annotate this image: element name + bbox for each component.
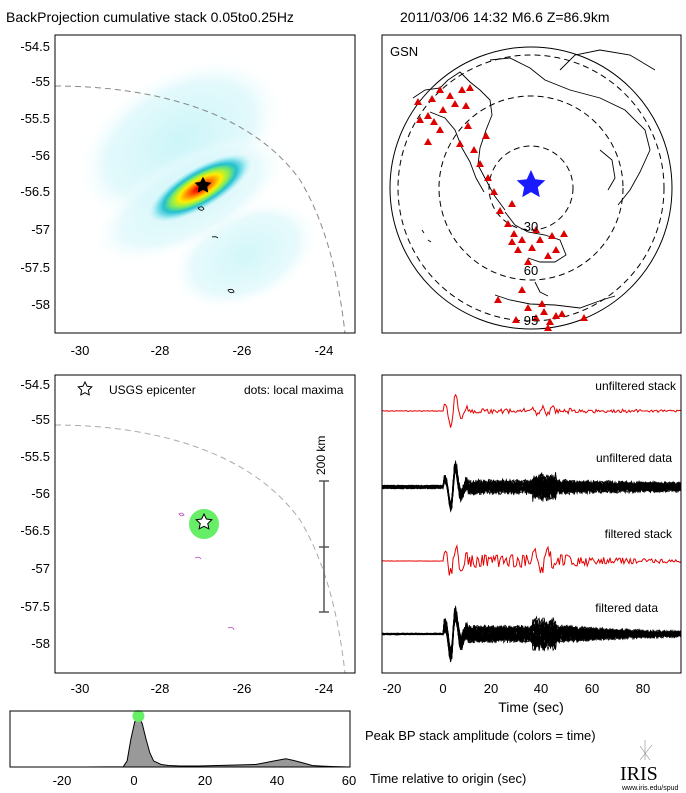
globe-outline — [389, 46, 673, 330]
trace-x-ticks: -20 0 20 40 60 80 — [383, 681, 651, 696]
x-tick: 20 — [484, 681, 498, 696]
contour-small-2 — [178, 512, 235, 631]
y-tick: -56 — [31, 148, 50, 163]
x-tick: 80 — [636, 681, 650, 696]
filtered-stack-trace — [382, 543, 681, 576]
maxima-map-frame — [54, 374, 356, 674]
event-info: 2011/03/06 14:32 M6.6 Z=86.9km — [400, 9, 610, 25]
scale-bar — [319, 480, 329, 613]
y-tick: -56.5 — [20, 523, 50, 538]
trace-label-unfiltered-data: unfiltered data — [596, 451, 672, 465]
trace-label-filtered-stack: filtered stack — [605, 527, 673, 541]
legend-epicenter: USGS epicenter — [109, 383, 196, 397]
x-tick: -20 — [53, 773, 72, 788]
trace-xlabel: Time (sec) — [498, 699, 564, 715]
legend-star-icon — [77, 380, 93, 396]
x-tick-labels: -30 -28 -26 -24 — [71, 343, 334, 358]
contour-small — [197, 206, 235, 294]
station-map: 30 60 95 GSN — [381, 34, 682, 334]
amplitude-xlabel: Time relative to origin (sec) — [370, 771, 526, 786]
network-label: GSN — [390, 44, 418, 59]
y-tick: -54.5 — [20, 39, 50, 54]
trace-label-unfiltered-stack: unfiltered stack — [595, 379, 677, 393]
y-tick: -55.5 — [20, 111, 50, 126]
amplitude-peak-dot — [132, 710, 145, 722]
legend-dots: dots: local maxima — [244, 383, 344, 397]
coastlines — [412, 49, 656, 309]
station-triangles — [414, 84, 588, 331]
y-tick-labels: -54.5 -55 -55.5 -56 -56.5 -57 -57.5 -58 — [20, 39, 50, 312]
iris-url: www.iris.edu/spud — [621, 785, 679, 792]
x-tick: -26 — [233, 681, 252, 696]
x-tick: -30 — [71, 343, 90, 358]
y-tick: -57 — [31, 561, 50, 576]
x-tick: -28 — [151, 681, 170, 696]
y-tick-labels-2: -54.5 -55 -55.5 -56 -56.5 -57 -57.5 -58 — [20, 377, 50, 651]
x-tick: 40 — [534, 681, 548, 696]
y-tick: -56.5 — [20, 184, 50, 199]
x-tick: 60 — [585, 681, 599, 696]
unfiltered-stack-trace — [382, 393, 681, 428]
y-tick: -55 — [31, 74, 50, 89]
usgs-epicenter-star — [195, 512, 213, 530]
x-tick: 20 — [198, 773, 212, 788]
map-frame — [54, 34, 356, 334]
coastline-dash-2 — [55, 424, 346, 673]
traces-panel: unfiltered stack unfiltered data filtere… — [381, 374, 682, 715]
traces-frame — [381, 374, 682, 674]
unfiltered-data-trace — [382, 464, 681, 513]
x-tick: -24 — [315, 343, 334, 358]
y-tick: -58 — [31, 297, 50, 312]
amplitude-ylabel: Peak BP stack amplitude (colors = time) — [365, 728, 596, 743]
ring-label-60: 60 — [524, 263, 538, 278]
x-tick: -26 — [233, 343, 252, 358]
epicenter-star-blue — [516, 170, 546, 198]
y-tick: -57.5 — [20, 260, 50, 275]
filtered-data-trace — [382, 614, 681, 661]
distance-ring-30 — [488, 145, 574, 231]
x-tick: 0 — [439, 681, 446, 696]
amp-x-ticks: -20 0 20 40 60 — [53, 773, 357, 788]
y-tick: -56 — [31, 486, 50, 501]
x-tick: -20 — [383, 681, 402, 696]
station-map-frame — [381, 34, 682, 334]
cumulative-stack-map: -54.5 -55 -55.5 -56 -56.5 -57 -57.5 -58 … — [20, 34, 356, 358]
iris-logo: IRIS www.iris.edu/spud — [620, 740, 679, 792]
amplitude-area — [10, 714, 351, 768]
x-tick: -28 — [151, 343, 170, 358]
ring-label-30: 30 — [524, 219, 538, 234]
y-tick: -57.5 — [20, 599, 50, 614]
x-tick: -30 — [71, 681, 90, 696]
x-tick: 60 — [342, 773, 356, 788]
x-tick: 0 — [130, 773, 137, 788]
trace-label-filtered-data: filtered data — [595, 601, 658, 615]
ring-label-95: 95 — [524, 313, 538, 328]
y-tick: -57 — [31, 222, 50, 237]
y-tick: -58 — [31, 636, 50, 651]
amplitude-frame — [9, 710, 351, 768]
y-tick: -55.5 — [20, 449, 50, 464]
x-tick-labels-2: -30 -28 -26 -24 — [71, 681, 334, 696]
scale-bar-label: 200 km — [314, 436, 328, 475]
bp-heatmap — [74, 56, 321, 312]
y-tick: -54.5 — [20, 377, 50, 392]
figure-title: BackProjection cumulative stack 0.05to0.… — [6, 9, 294, 25]
distance-ring-95 — [397, 54, 665, 322]
iris-wordmark: IRIS — [620, 763, 658, 785]
amplitude-panel: -20 0 20 40 60 Peak BP stack amplitude (… — [9, 710, 596, 788]
distance-ring-60 — [438, 95, 624, 281]
x-tick: -24 — [315, 681, 334, 696]
maxima-map: 200 km USGS epicenter dots: local maxima… — [20, 374, 356, 696]
epicenter-star — [194, 176, 212, 193]
x-tick: 40 — [270, 773, 284, 788]
coastline-dash — [55, 85, 346, 333]
y-tick: -55 — [31, 412, 50, 427]
